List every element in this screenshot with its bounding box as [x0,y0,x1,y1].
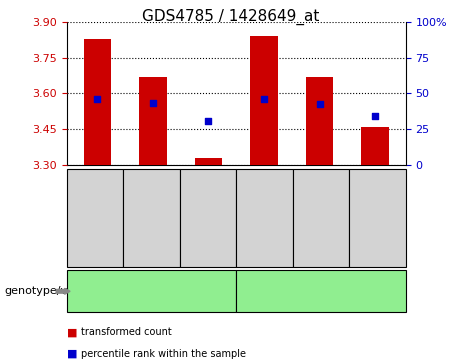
Text: wild type: wild type [123,285,180,298]
Text: GSM1327827: GSM1327827 [90,185,100,250]
Text: genotype/variation: genotype/variation [5,286,111,296]
Text: GSM1327830: GSM1327830 [260,185,270,250]
Bar [195,158,222,165]
Bar [306,77,333,165]
Bar [250,36,278,165]
Point [94,97,101,102]
Text: GSM1327829: GSM1327829 [203,185,213,250]
Text: ■: ■ [67,327,77,337]
Text: ■: ■ [67,349,77,359]
Point [205,118,212,124]
Bar [361,127,389,165]
Text: SRC-2 null: SRC-2 null [289,285,353,298]
Text: transformed count: transformed count [81,327,171,337]
Text: percentile rank within the sample: percentile rank within the sample [81,349,246,359]
Point [372,113,379,119]
Point [149,100,157,106]
Bar [83,38,111,165]
Text: GSM1327828: GSM1327828 [147,185,157,250]
Text: GSM1327832: GSM1327832 [372,185,383,250]
Point [316,101,323,107]
Text: GSM1327831: GSM1327831 [316,185,326,250]
Point [260,96,268,102]
Bar [139,77,167,165]
Text: GDS4785 / 1428649_at: GDS4785 / 1428649_at [142,9,319,25]
